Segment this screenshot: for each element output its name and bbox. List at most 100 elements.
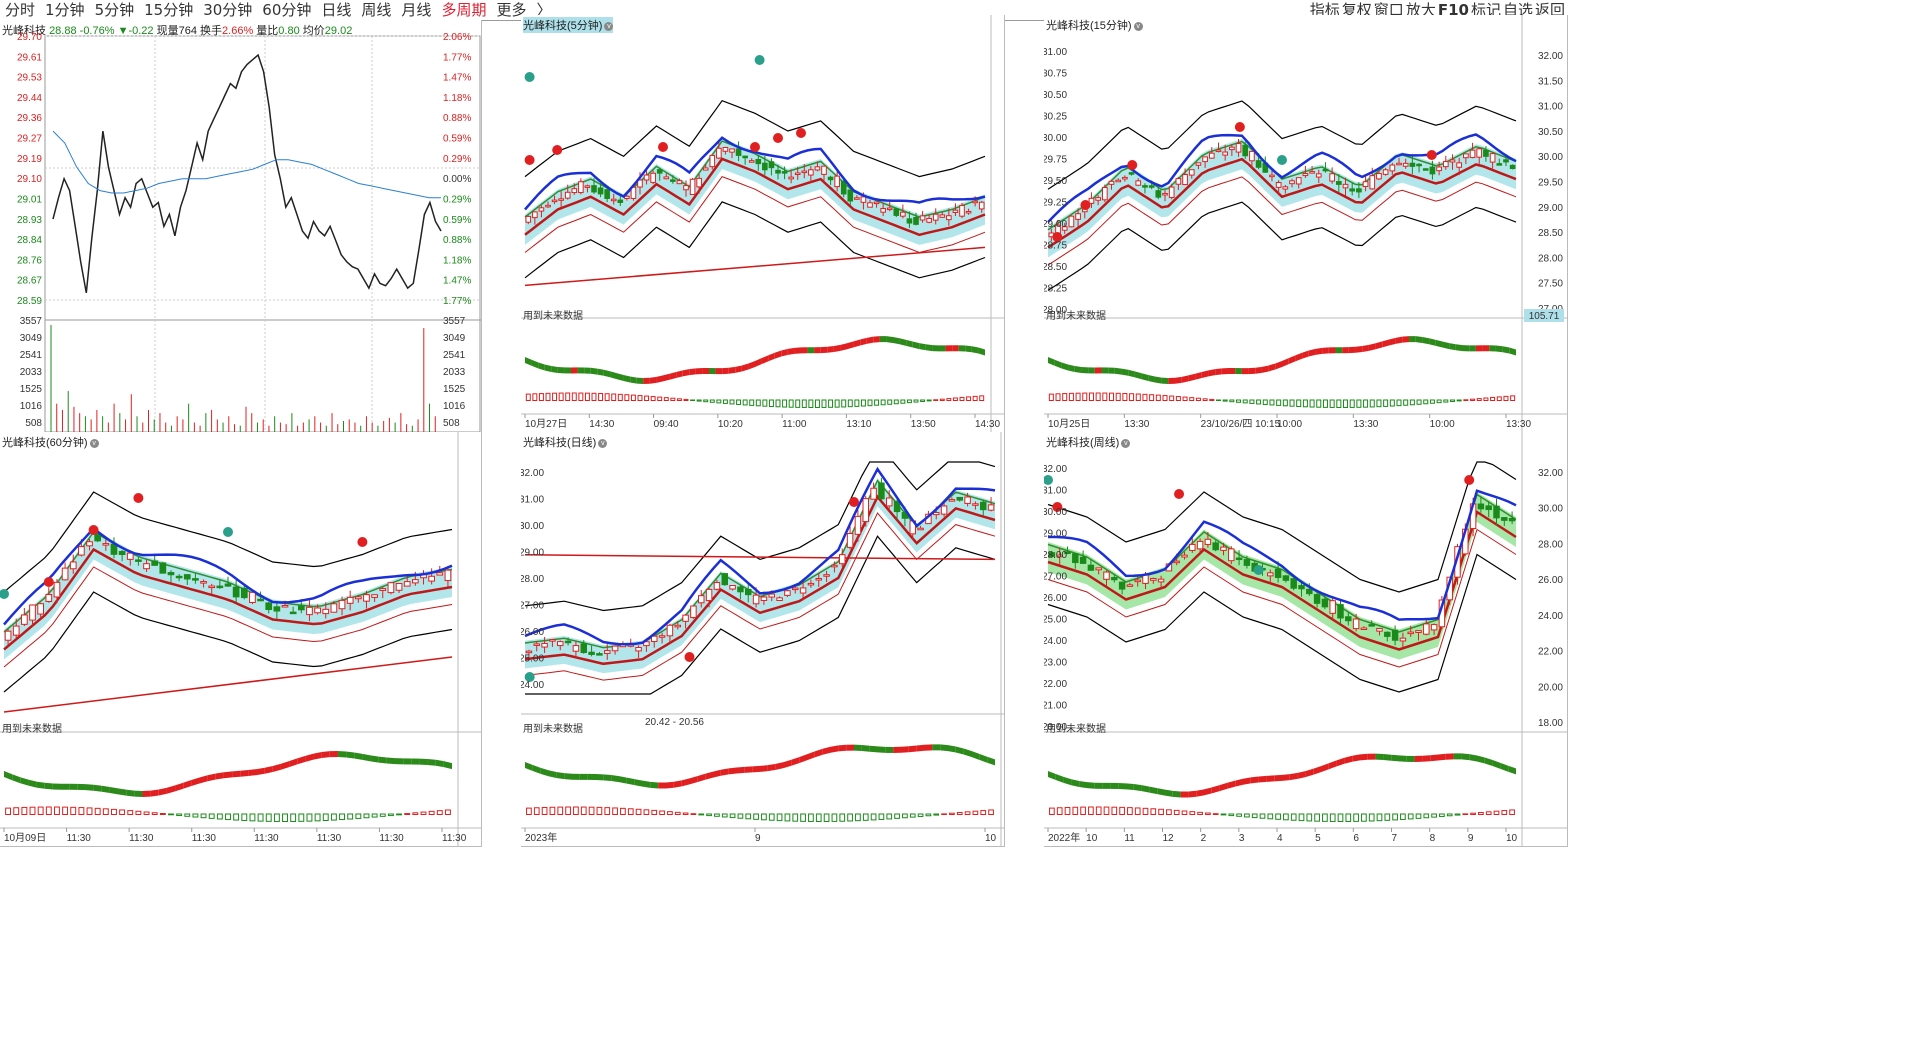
- osc-wave: [658, 782, 666, 789]
- toolbar-1[interactable]: 复权: [1341, 1, 1372, 19]
- candle: [1476, 148, 1483, 158]
- tab-7[interactable]: 周线: [361, 1, 392, 19]
- tab-0[interactable]: 分时: [5, 1, 36, 19]
- turnover-value: 2.66%: [222, 25, 254, 37]
- osc-wave: [1196, 789, 1204, 797]
- panel-60min[interactable]: 10月09日 11:30 11:30 11:30 11:30 11:30 11:30 11:3…: [0, 432, 482, 847]
- candle: [1150, 578, 1157, 581]
- osc-bar: [1068, 392, 1074, 402]
- lower-band-line: [525, 535, 996, 695]
- osc-bar: [1483, 397, 1489, 402]
- tab-3[interactable]: 15分钟: [144, 1, 194, 19]
- intraday-chart[interactable]: 29.70 29.61 29.53 29.44 29.36 29.27 29.19 29.10…: [0, 20, 481, 432]
- chevron-icon[interactable]: v: [89, 438, 99, 448]
- chart-daily[interactable]: 50.002023年91032.0031.0030.0029.0028.0027…: [521, 432, 1004, 846]
- tab-10[interactable]: 更多: [496, 1, 527, 19]
- tab-2[interactable]: 5分钟: [94, 1, 135, 19]
- red-coin-icon: [1080, 200, 1091, 210]
- tick-label: 1.47%: [443, 73, 471, 84]
- osc-wave: [1382, 339, 1389, 348]
- osc-bar: [591, 392, 597, 402]
- candle: [395, 582, 403, 591]
- chart-5min[interactable]: 10月27日 14:30 09:40 10:20 11:00 13:10 13:50 14:3…: [521, 15, 1004, 432]
- tab-4[interactable]: 30分钟: [203, 1, 253, 19]
- osc-wave: [741, 363, 749, 372]
- osc-wave: [1509, 347, 1516, 356]
- blue-trend-line: [1048, 489, 1517, 621]
- toolbar-3[interactable]: 放大: [1405, 1, 1436, 19]
- toolbar-0[interactable]: 指标: [1309, 1, 1340, 19]
- chart-weekly[interactable]: 32.00 30.00 28.00 26.00 24.00 22.00 20.00 18.00…: [1044, 432, 1567, 846]
- osc-wave: [1422, 336, 1430, 345]
- osc-wave: [1128, 369, 1135, 378]
- candle: [933, 511, 940, 516]
- chevron-icon[interactable]: v: [604, 21, 614, 31]
- candle: [1345, 616, 1352, 622]
- tab-9[interactable]: 多周期: [441, 1, 487, 19]
- red-coin-icon: [849, 497, 859, 507]
- osc-bar: [782, 399, 788, 408]
- tab-1[interactable]: 1分钟: [45, 1, 85, 19]
- chevron-icon[interactable]: v: [1133, 21, 1143, 31]
- osc-wave: [761, 355, 769, 365]
- green-coin-icon: [754, 55, 765, 65]
- osc-bar: [1409, 399, 1415, 406]
- panel-5min[interactable]: 10月27日 14:30 09:40 10:20 11:00 13:10 13:50 14:3…: [521, 15, 1005, 433]
- future-data-note: 用到未来数据: [1046, 311, 1106, 322]
- x-axis-label: 2: [1201, 833, 1207, 844]
- toolbar-7[interactable]: 返回: [1534, 1, 1565, 19]
- tab-5[interactable]: 60分钟: [262, 1, 312, 19]
- osc-bar: [637, 395, 643, 402]
- tick-label: 0.00%: [443, 174, 471, 185]
- osc-bar: [933, 399, 939, 401]
- panel-daily[interactable]: 50.002023年91032.0031.0030.0029.0028.0027…: [521, 432, 1005, 847]
- x-axis-label: 9: [1468, 833, 1474, 844]
- osc-wave: [1235, 778, 1243, 787]
- chevron-icon[interactable]: v: [1121, 438, 1131, 448]
- tick-label: 29.44: [17, 93, 42, 104]
- candle: [742, 155, 748, 159]
- panel-weekly[interactable]: 32.00 30.00 28.00 26.00 24.00 22.00 20.00 18.00…: [1044, 432, 1568, 847]
- tick-label: 30.75: [1044, 69, 1067, 80]
- osc-wave: [1088, 367, 1095, 374]
- candle: [126, 552, 134, 560]
- osc-bar: [1439, 813, 1445, 817]
- candle: [611, 645, 619, 652]
- candle: [1503, 159, 1509, 163]
- toolbar-6[interactable]: 自选: [1502, 1, 1533, 19]
- volume-label: 现量: [156, 25, 179, 37]
- osc-wave: [603, 369, 611, 378]
- osc-bar: [1449, 399, 1455, 402]
- candle: [729, 148, 735, 153]
- x-axis-label: 11:30: [129, 833, 154, 844]
- osc-wave: [1221, 368, 1229, 375]
- green-coin-icon: [1277, 155, 1287, 165]
- chevron-icon[interactable]: v: [598, 438, 608, 448]
- osc-wave: [305, 753, 314, 762]
- toolbar-2[interactable]: 窗口: [1373, 1, 1404, 19]
- candle: [624, 195, 630, 199]
- turnover-label: 换手: [200, 25, 223, 37]
- candle: [1212, 542, 1219, 551]
- osc-wave: [1110, 782, 1119, 790]
- osc-wave: [264, 765, 273, 774]
- red-coin-icon: [43, 577, 54, 587]
- osc-wave: [272, 763, 281, 772]
- chart-15min[interactable]: 32.00 31.50 31.00 30.50 30.00 29.50 29.00 28.50…: [1044, 15, 1567, 432]
- tab-6[interactable]: 日线: [321, 1, 352, 19]
- osc-bar: [532, 393, 538, 402]
- candle: [873, 201, 880, 205]
- candle: [1072, 553, 1079, 564]
- tick-label: 23.00: [1044, 658, 1067, 669]
- panel-15min[interactable]: 32.00 31.50 31.00 30.50 30.00 29.50 29.00 28.50…: [1044, 15, 1568, 433]
- tick-label: 24.00: [521, 680, 544, 691]
- toolbar-5[interactable]: 标记: [1470, 1, 1501, 19]
- tab-11[interactable]: 〉: [536, 1, 552, 19]
- toolbar-4[interactable]: F10: [1437, 1, 1469, 19]
- tab-8[interactable]: 月线: [401, 1, 432, 19]
- osc-wave: [642, 780, 651, 788]
- candle: [815, 578, 822, 581]
- osc-bar: [612, 807, 618, 815]
- chart-60min[interactable]: 10月09日 11:30 11:30 11:30 11:30 11:30 11:30 11:3…: [0, 432, 481, 846]
- tick-label: 0.29%: [443, 154, 471, 165]
